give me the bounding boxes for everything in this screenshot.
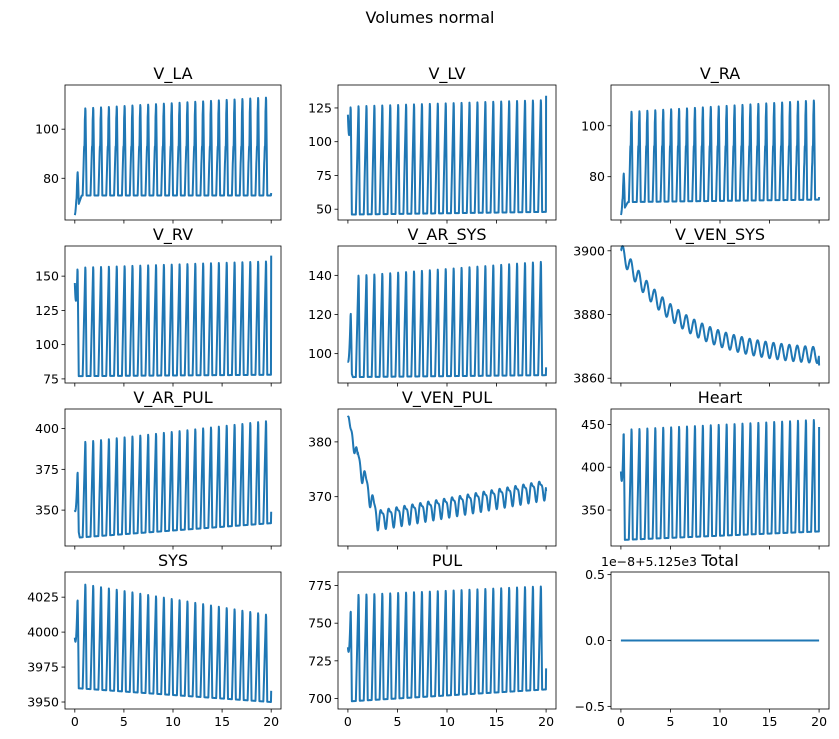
y-tick-label: 400 — [35, 421, 59, 436]
x-tick-label: 5 — [393, 714, 401, 729]
series-line — [619, 99, 821, 216]
y-tick-label: 125 — [35, 303, 59, 318]
subplot-v-lv: V_LV 50 75 100 125 — [308, 64, 557, 224]
x-tick-label: 15 — [489, 714, 505, 729]
y-tick-label: −0.5 — [575, 699, 605, 714]
series-line — [73, 420, 273, 539]
y-tick-label: 3900 — [573, 243, 605, 258]
subplot-title: V_LV — [428, 64, 465, 84]
series-line — [346, 95, 548, 216]
x-tick-label: 20 — [263, 714, 279, 729]
series-line — [620, 245, 821, 366]
subplot-title: Heart — [698, 388, 743, 407]
y-tick-label: 0.5 — [585, 567, 605, 582]
x-tick-label: 10 — [165, 714, 181, 729]
axes-frame — [610, 245, 830, 384]
series-line — [73, 583, 273, 703]
x-tick-label: 20 — [538, 714, 554, 729]
y-tick-label: 400 — [581, 460, 605, 475]
y-tick-label: 125 — [308, 100, 332, 115]
y-tick-label: 3975 — [27, 660, 59, 675]
y-tick-label: 80 — [43, 171, 59, 186]
subplot-total: Total −0.5 0.0 0.5 0 5 10 15 20 1e−8+5.125e3 — [575, 551, 830, 729]
subplot-title: Total — [700, 551, 738, 570]
subplot-title: V_VEN_PUL — [402, 388, 492, 408]
subplot-sys: SYS 3950 3975 4000 4025 0 5 10 15 20 — [27, 551, 282, 729]
x-tick-label: 20 — [811, 714, 827, 729]
subplot-title: V_AR_SYS — [407, 225, 486, 245]
y-tick-label: 350 — [581, 503, 605, 518]
y-tick-label: 3860 — [573, 371, 605, 386]
y-tick-label: 100 — [308, 346, 332, 361]
y-tick-label: 3880 — [573, 307, 605, 322]
y-tick-label: 80 — [589, 169, 605, 184]
y-tick-label: 750 — [308, 616, 332, 631]
series-line — [346, 415, 548, 532]
y-tick-label: 700 — [308, 691, 332, 706]
subplot-title: V_RA — [700, 64, 740, 84]
subplot-title: PUL — [432, 551, 462, 570]
x-tick-label: 0 — [344, 714, 352, 729]
subplot-title: V_AR_PUL — [133, 388, 212, 408]
subplot-v-ven-sys: V_VEN_SYS 3860 3880 3900 — [573, 225, 830, 387]
x-tick-label: 5 — [666, 714, 674, 729]
subplot-v-ar-pul: V_AR_PUL 350 375 400 — [35, 388, 282, 550]
subplot-title: SYS — [158, 551, 188, 570]
axis-offset-label: 1e−8+5.125e3 — [601, 554, 697, 569]
y-tick-label: 4025 — [27, 590, 59, 605]
series-line — [73, 255, 273, 378]
x-tick-label: 10 — [439, 714, 455, 729]
y-tick-label: 100 — [35, 122, 59, 137]
x-tick-label: 0 — [617, 714, 625, 729]
y-tick-label: 100 — [35, 337, 59, 352]
figure-title: Volumes normal — [366, 8, 495, 27]
y-tick-label: 120 — [308, 307, 332, 322]
x-tick-label: 15 — [214, 714, 230, 729]
subplot-v-ven-pul: V_VEN_PUL 370 380 — [308, 388, 557, 550]
y-tick-label: 375 — [35, 462, 59, 477]
subplot-v-rv: V_RV 75 100 125 150 — [35, 225, 282, 387]
subplot-title: V_RV — [153, 225, 193, 245]
subplot-v-la: V_LA 80 100 — [35, 64, 282, 224]
y-tick-label: 150 — [35, 269, 59, 284]
y-tick-label: 50 — [316, 202, 332, 217]
series-line — [73, 96, 273, 216]
y-tick-label: 725 — [308, 653, 332, 668]
subplot-v-ar-sys: V_AR_SYS 100 120 140 — [308, 225, 557, 387]
series-line — [619, 419, 821, 541]
y-tick-label: 4000 — [27, 625, 59, 640]
x-tick-label: 5 — [120, 714, 128, 729]
subplot-grid: V_LA80100V_LV5075100125V_RA80100V_RV7510… — [27, 64, 830, 729]
y-tick-label: 100 — [308, 134, 332, 149]
x-tick-label: 15 — [762, 714, 778, 729]
y-tick-label: 100 — [581, 118, 605, 133]
y-tick-label: 775 — [308, 578, 332, 593]
y-tick-label: 0.0 — [585, 633, 605, 648]
subplot-v-ra: V_RA 80 100 — [581, 64, 830, 224]
subplot-title: V_VEN_SYS — [675, 225, 765, 245]
series-line — [346, 585, 548, 703]
y-tick-label: 3950 — [27, 695, 59, 710]
y-tick-label: 450 — [581, 417, 605, 432]
y-tick-label: 75 — [43, 371, 59, 386]
y-tick-label: 140 — [308, 268, 332, 283]
subplot-heart: Heart 350 400 450 — [581, 388, 830, 550]
subplot-title: V_LA — [153, 64, 192, 84]
axes-frame — [337, 408, 557, 547]
x-tick-label: 10 — [712, 714, 728, 729]
y-tick-label: 350 — [35, 503, 59, 518]
x-tick-label: 0 — [71, 714, 79, 729]
y-tick-label: 370 — [308, 489, 332, 504]
y-tick-label: 75 — [316, 168, 332, 183]
subplot-pul: PUL 700 725 750 775 0 5 10 15 20 — [308, 551, 557, 729]
series-line — [347, 260, 548, 379]
y-tick-label: 380 — [308, 434, 332, 449]
